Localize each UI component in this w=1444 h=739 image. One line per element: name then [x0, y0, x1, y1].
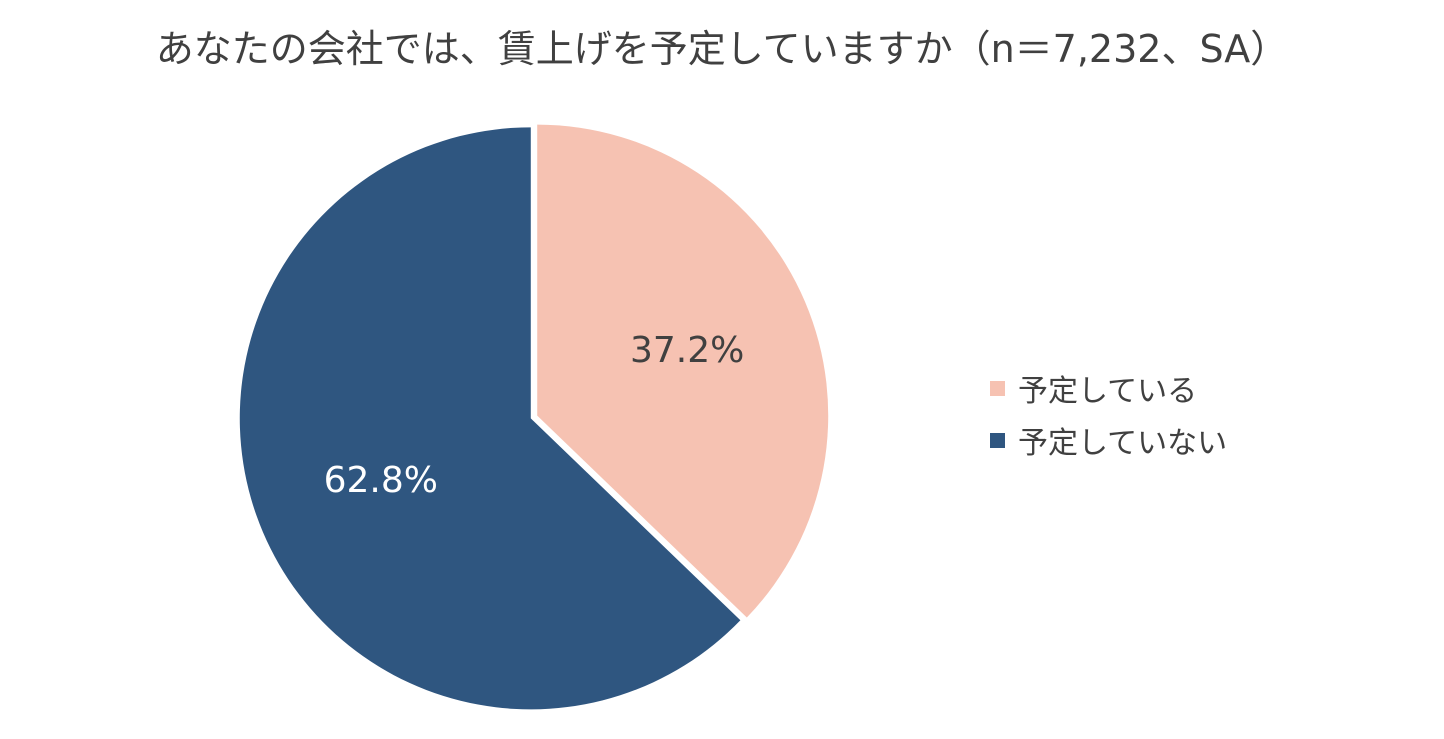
pie-slices	[239, 124, 829, 710]
legend-label-not-planned: 予定していない	[1018, 426, 1228, 461]
pie-slice-planned	[537, 124, 829, 618]
data-label-planned: 37.2%	[630, 330, 744, 371]
chart-title: あなたの会社では、賃上げを予定していますか（n＝7,232、SA）	[155, 27, 1289, 71]
data-label-not-planned: 62.8%	[324, 460, 438, 501]
pie-data-labels: 37.2% 62.8%	[324, 330, 745, 501]
legend-label-planned: 予定している	[1018, 374, 1198, 409]
legend: 予定している 予定していない	[990, 362, 1227, 466]
legend-item-not-planned: 予定していない	[990, 414, 1227, 466]
legend-item-planned: 予定している	[990, 362, 1227, 414]
legend-swatch-planned	[990, 380, 1005, 396]
legend-swatch-not-planned	[990, 432, 1005, 448]
pie-slice-not-planned	[239, 127, 741, 710]
